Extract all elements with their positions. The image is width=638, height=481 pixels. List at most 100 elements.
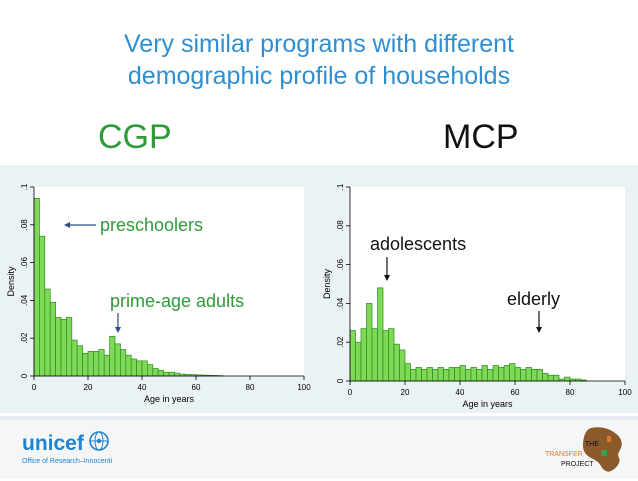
mcp-x-tick-label: 100 (618, 388, 632, 397)
mcp-y-tick-label: .04 (336, 297, 345, 309)
cgp-bar (137, 361, 142, 376)
mcp-bar (554, 375, 560, 381)
cgp-bar (88, 351, 93, 376)
cgp-bar (115, 344, 120, 376)
mcp-bar (416, 367, 422, 381)
mcp-bar (532, 369, 538, 381)
cgp-bar (158, 370, 163, 376)
unicef-globe-icon (88, 430, 110, 452)
mcp-bar (482, 365, 488, 381)
cgp-bar (126, 355, 131, 376)
unicef-subtext: Office of Research–Innocenti (22, 458, 112, 465)
cgp-x-tick-label: 60 (192, 383, 201, 392)
mcp-y-tick-label: .08 (336, 220, 345, 232)
cgp-bar (147, 365, 152, 376)
title-line-1: Very similar programs with different (0, 28, 638, 60)
cgp-label: CGP (98, 118, 172, 157)
cgp-y-tick-label: .06 (20, 256, 29, 268)
mcp-y-axis-title: Density (322, 268, 332, 299)
cgp-x-tick-label: 40 (138, 383, 147, 392)
cgp-x-tick-label: 80 (246, 383, 255, 392)
cgp-bar (39, 236, 44, 376)
cgp-y-tick-label: .08 (20, 219, 29, 231)
mcp-bar (515, 367, 521, 381)
cgp-bar (104, 355, 109, 376)
mcp-y-tick-label: 0 (336, 378, 345, 383)
mcp-bar (521, 369, 527, 381)
mcp-bar (455, 367, 461, 381)
title-line-2: demographic profile of households (0, 60, 638, 92)
transfer-logo-project: PROJECT (561, 461, 594, 469)
mcp-bar (383, 331, 389, 381)
mcp-bar (565, 377, 571, 381)
mcp-bar (427, 367, 433, 381)
footer-stripe (0, 416, 638, 420)
cgp-y-axis-title: Density (6, 266, 16, 297)
mcp-x-tick-label: 60 (511, 388, 520, 397)
cgp-bar (164, 372, 169, 376)
mcp-y-tick-label: .06 (336, 258, 345, 270)
mcp-bar (372, 329, 378, 381)
mcp-bar (361, 329, 367, 381)
mcp-bar (394, 344, 400, 381)
mcp-y-tick-label: .1 (336, 183, 345, 190)
cgp-bar (93, 351, 98, 376)
mcp-bar (433, 369, 439, 381)
mcp-bar (493, 365, 499, 381)
mcp-bar (526, 367, 532, 381)
transfer-logo-transfer: TRANSFER (545, 451, 583, 459)
mcp-x-tick-label: 0 (348, 388, 353, 397)
annotation-elderly: elderly (507, 289, 560, 310)
cgp-x-tick-label: 20 (84, 383, 93, 392)
mcp-bar (543, 373, 549, 381)
mcp-x-axis-title: Age in years (462, 399, 513, 409)
cgp-bar (174, 373, 179, 376)
mcp-bar (488, 369, 494, 381)
mcp-bar (438, 367, 444, 381)
cgp-bar (142, 361, 147, 376)
cgp-bar (34, 198, 39, 376)
mcp-x-tick-label: 20 (401, 388, 410, 397)
cgp-bar (66, 317, 71, 376)
slide-title: Very similar programs with different dem… (0, 28, 638, 92)
cgp-bar (61, 319, 66, 376)
footer-bar: unicef Office of Research–Innocenti THE … (0, 416, 638, 479)
cgp-bar (83, 353, 88, 376)
mcp-x-tick-label: 80 (566, 388, 575, 397)
annotation-prime-age-adults: prime-age adults (110, 291, 244, 312)
annotation-adolescents: adolescents (370, 234, 466, 255)
mcp-bar (422, 369, 428, 381)
transfer-project-logo: THE TRANSFER PROJECT (533, 424, 629, 476)
transfer-logo-the: THE (585, 441, 599, 449)
mcp-histogram: 0 20 40 60 80 100 0 .02 .04 .06 .08 .1 Age in years D… (312, 165, 638, 413)
cgp-y-tick-label: .1 (20, 183, 29, 190)
cgp-bar (120, 350, 125, 376)
cgp-bar (169, 372, 174, 376)
mcp-bar (389, 329, 395, 381)
mcp-bar (504, 365, 510, 381)
mcp-bar (460, 365, 466, 381)
cgp-x-tick-label: 0 (32, 383, 37, 392)
cgp-x-axis-title: Age in years (144, 394, 195, 404)
mcp-bar (356, 342, 362, 381)
mcp-bar (466, 369, 472, 381)
cgp-bar (50, 302, 55, 376)
cgp-bar (45, 289, 50, 376)
cgp-bar (110, 336, 115, 376)
cgp-bar (131, 359, 136, 376)
mcp-bar (350, 331, 356, 381)
cgp-x-tick-label: 100 (297, 383, 311, 392)
mcp-x-tick-label: 40 (456, 388, 465, 397)
cgp-bar (99, 350, 104, 376)
mcp-bar (411, 369, 417, 381)
cgp-bar (72, 340, 77, 376)
mcp-bar (499, 367, 505, 381)
mcp-bar (378, 288, 384, 381)
cgp-bar (77, 346, 82, 376)
mcp-bar (471, 367, 477, 381)
mcp-bar (449, 367, 455, 381)
annotation-preschoolers: preschoolers (100, 215, 203, 236)
mcp-bar (400, 350, 406, 381)
mcp-y-tick-label: .02 (336, 336, 345, 348)
